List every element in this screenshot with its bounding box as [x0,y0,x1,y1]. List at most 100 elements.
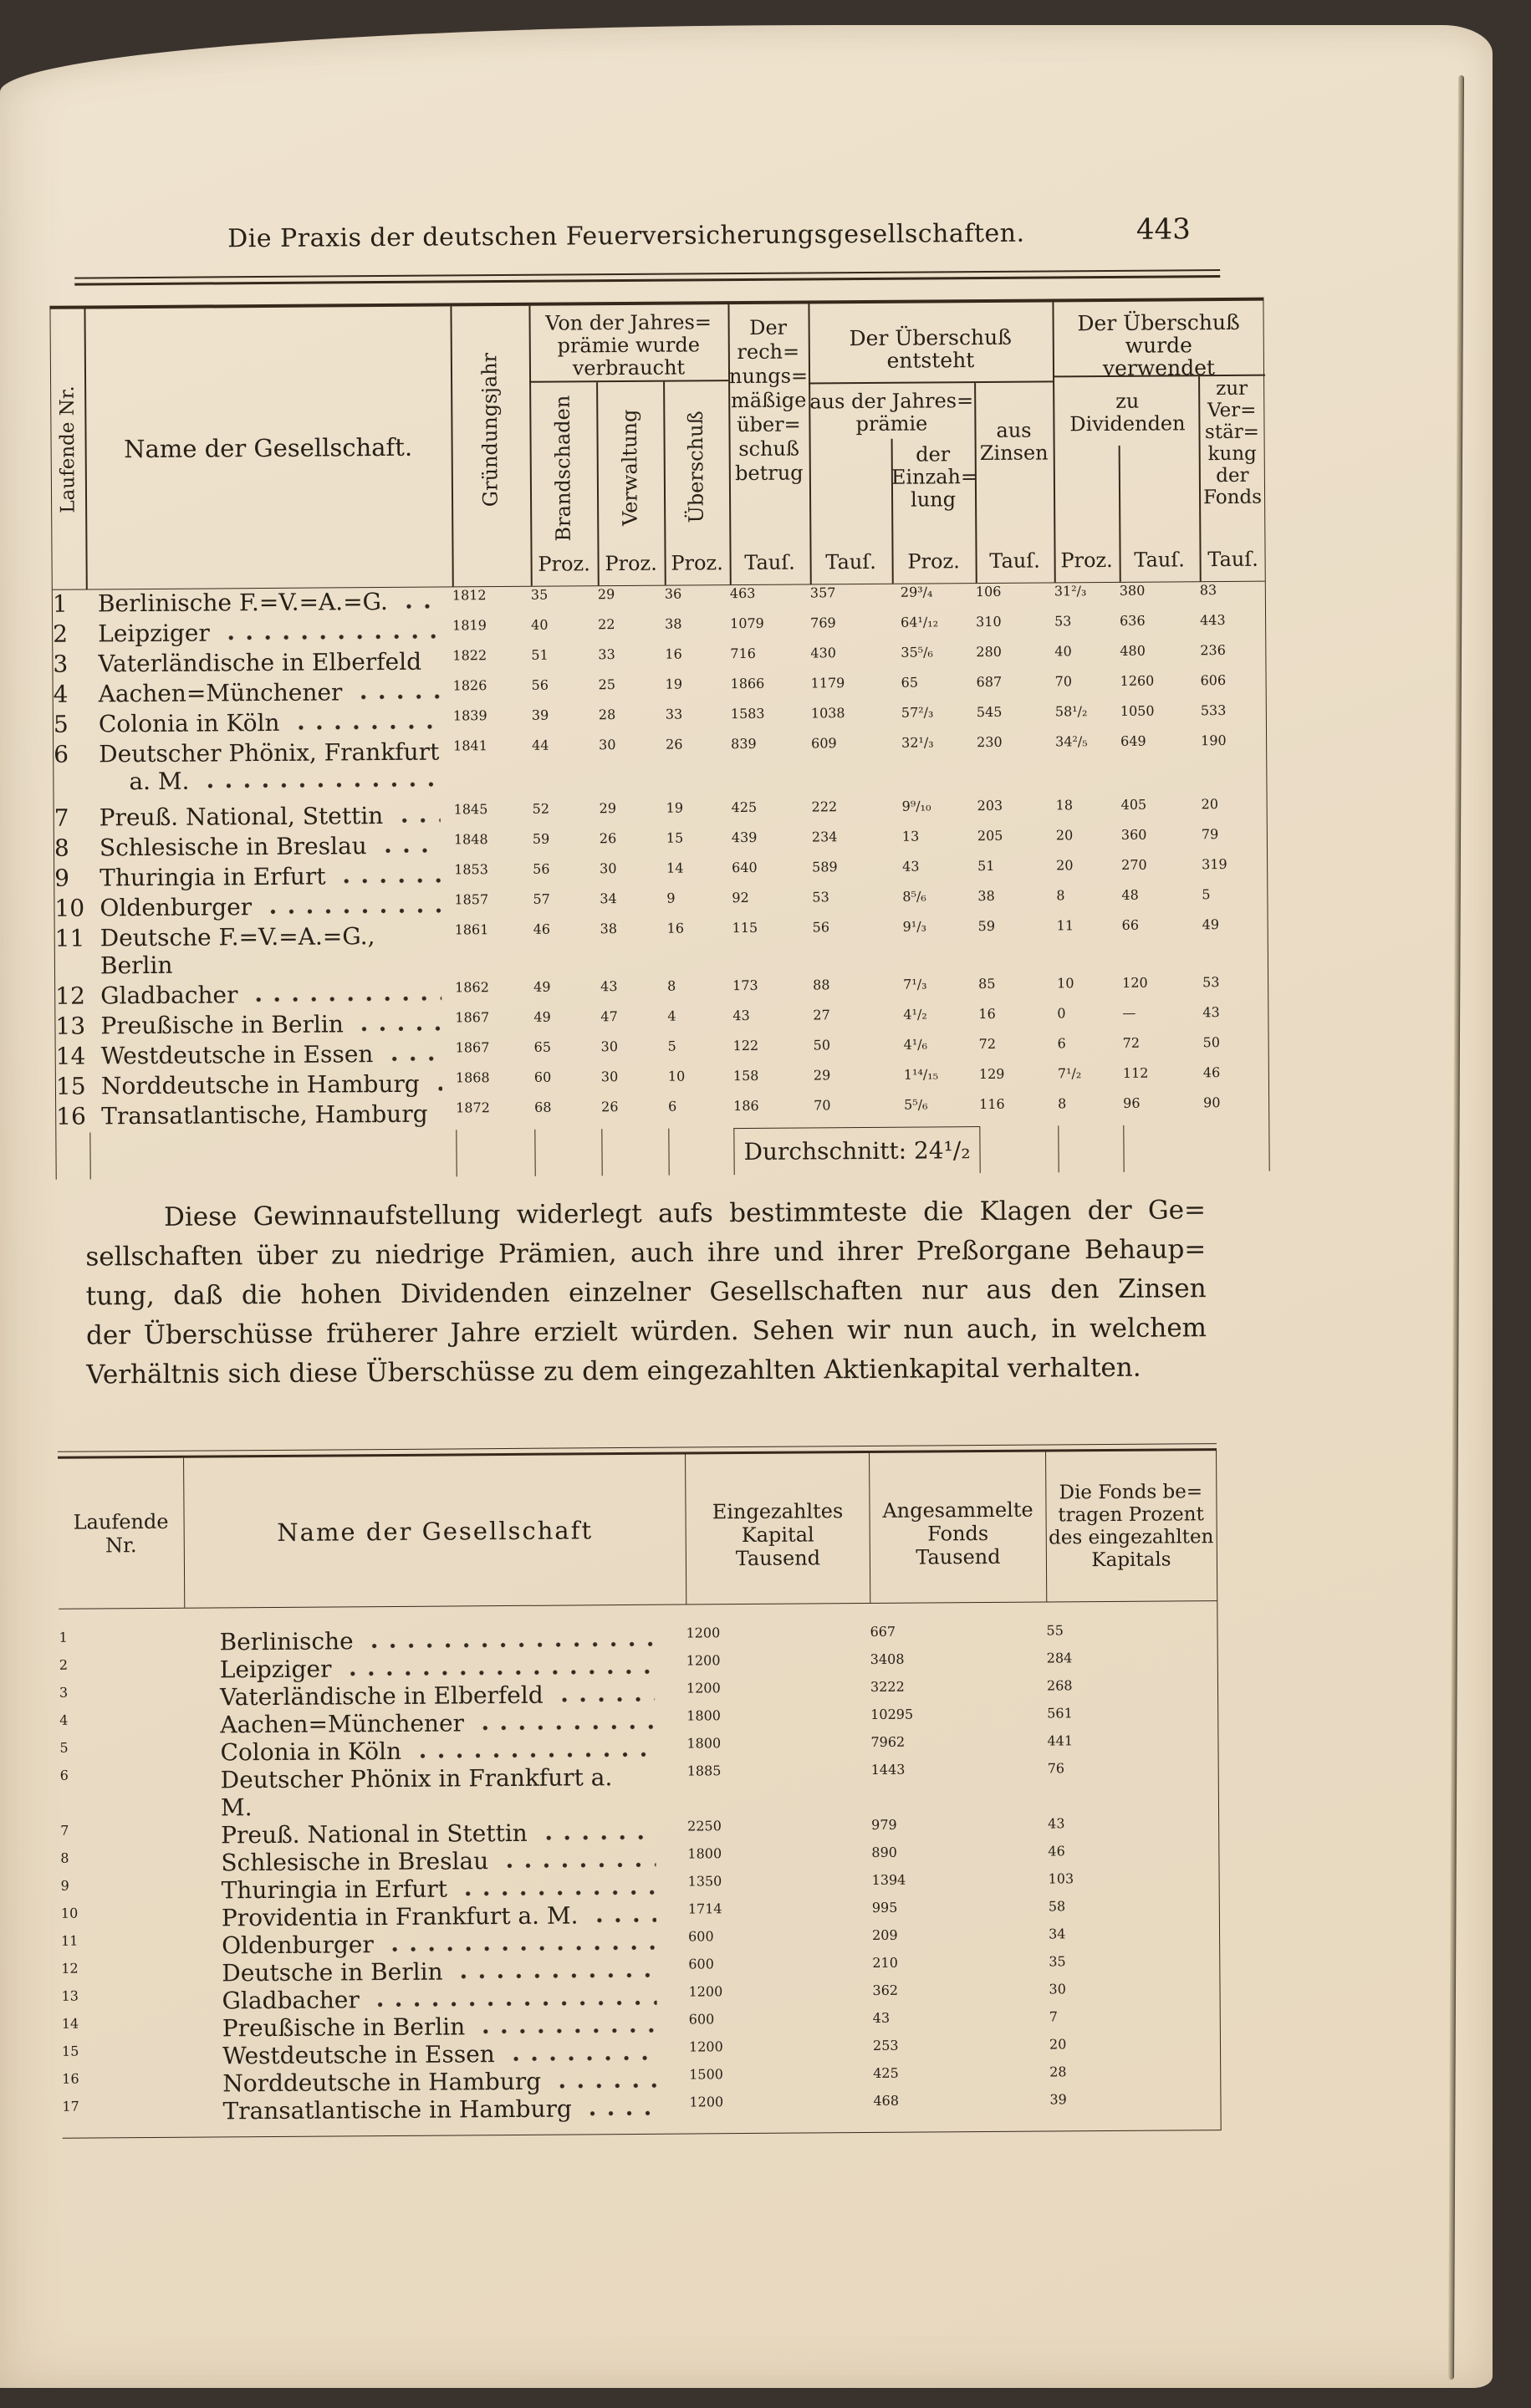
col-gruendungsjahr: Gründungsjahr [477,352,503,507]
einzahlung-proz: 32¹/₃ [901,734,934,751]
capital-table: Laufende Nr. Name der Gesellschaft Einge… [57,1443,1222,2139]
company-name-text: Leipziger [98,619,210,648]
ueberschuss-proz: 6 [668,1098,677,1115]
company-name: Berlinische F.=V.=A.=G. [86,587,452,620]
founding-year: 1848 [453,831,488,848]
founding-year: 1853 [454,861,488,878]
company-name: Schlesische in Breslau [88,831,454,864]
company-name-text: Westdeutsche in Essen [222,2040,495,2070]
col-zu-dividenden: zu Dividenden [1069,389,1186,436]
verwaltung-proz: 30 [600,1038,619,1055]
founding-year: 1857 [454,891,489,908]
verwaltung-proz: 22 [598,616,615,633]
company-name-text: Westdeutsche in Essen [100,1040,374,1070]
fonds-verstaerkung: 5 [1202,886,1211,903]
dot-leader [583,2109,658,2117]
ueberschuss-betrag: 640 [732,859,758,876]
einzahlung-proz: 35⁵/₆ [901,644,933,661]
dividende-taus: 66 [1121,916,1140,933]
einzahlung-proz: 8⁵/₆ [902,888,926,905]
company-name: Leipziger [86,617,452,650]
dividende-proz: 70 [1054,673,1073,690]
company-name: Preußische in Berlin [187,2012,689,2043]
company-name: Transatlantische, Hamburg [89,1099,456,1132]
eingezahltes-kapital: 600 [688,1956,714,1972]
ueberschuss-proz: 26 [666,736,683,752]
group-entsteht: Der Überschuß entsteht [849,324,1012,373]
aus-jahrespraemie: 56 [812,919,830,936]
aus-zinsen: 38 [977,887,995,905]
dot-leader [378,846,441,855]
verwaltung-proz: 26 [599,830,617,847]
dividende-taus: 48 [1121,886,1139,903]
dividende-proz: 7¹/₂ [1057,1065,1082,1082]
company-name-text: Berlinische [219,1627,354,1656]
company-name-text2: a. M. [129,767,190,796]
row-number: 5 [59,1739,69,1756]
empty-cell [668,1128,734,1176]
company-name: Gladbacher [186,1984,688,2015]
brandschaden-proz: 68 [534,1099,552,1115]
fonds-verstaerkung: 190 [1201,732,1227,749]
verwaltung-proz: 38 [600,921,618,937]
company-name-text: Colonia in Köln [220,1737,402,1767]
brandschaden-proz: 49 [533,978,551,995]
fonds-prozent: 35 [1049,1953,1066,1970]
row-number: 9 [60,1877,69,1894]
dot-leader [399,602,439,610]
founding-year: 1845 [453,801,488,818]
row-number: 11 [54,924,85,952]
angesammelte-fonds: 890 [871,1844,897,1860]
company-name-text: Deutsche F.=V.=A.=G., Berlin [100,922,375,980]
fonds-prozent: 268 [1046,1677,1073,1694]
ueberschuss-proz: 16 [666,920,685,936]
paragraph-line: Verhältnis sich diese Überschüsse zu dem… [86,1352,1141,1390]
eingezahltes-kapital: 1350 [687,1873,722,1890]
fonds-prozent: 20 [1049,2036,1067,2053]
dividende-taus: 72 [1122,1034,1141,1051]
aus-zinsen: 230 [977,733,1003,751]
einzahlung-proz: 43 [902,858,920,875]
company-name: Transatlantische in Hamburg [187,2094,689,2125]
aus-jahrespraemie: 234 [811,829,838,845]
fonds-prozent: 43 [1048,1815,1065,1832]
row-number: 8 [54,834,69,862]
verwaltung-proz: 34 [600,890,617,907]
verwaltung-proz: 29 [597,586,615,603]
dot-leader [538,1833,656,1841]
einzahlung-proz: 5⁵/₆ [904,1096,928,1113]
fonds-prozent: 561 [1047,1705,1073,1722]
group-verbraucht: Von der Jahres= prämie wurde verbraucht [545,310,712,380]
founding-year: 1872 [456,1099,490,1116]
company-name-text: Gladbacher [100,981,238,1010]
aus-jahrespraemie: 357 [809,584,836,601]
brandschaden-proz: 65 [533,1038,552,1055]
dividende-proz: 53 [1054,613,1072,630]
dot-leader [385,1054,442,1063]
ueberschuss-proz: 19 [665,676,683,692]
brandschaden-proz: 44 [532,737,549,753]
company-name-text: Preußische in Berlin [100,1010,344,1040]
aus-zinsen: 106 [975,583,1002,600]
fonds-verstaerkung: 90 [1203,1094,1221,1111]
aus-zinsen: 85 [978,975,996,992]
company-name: Vaterländische in Elberfeld [185,1681,686,1712]
row-number: 15 [61,2043,79,2059]
empty-cell [1058,1125,1124,1173]
col-ueberschuss-betrug: Der rech= nungs= mäßige über= schuß betr… [728,315,809,486]
dot-leader [291,722,440,731]
table2-body: 1 Berlinische 1200 667 55 2 Leipziger 1200 3408 2… [59,1601,1221,2139]
company-name: Deutscher Phönix in Frankfurt a. M. [186,1763,687,1822]
fonds-prozent: 30 [1049,1981,1066,1997]
company-name: Deutscher Phönix, Frankfurt a. M. [87,737,454,804]
row-number: 16 [62,2070,79,2087]
brandschaden-proz: 52 [532,800,550,817]
col-aus-zinsen: aus Zinsen [979,418,1049,466]
ueberschuss-betrag: 439 [731,829,758,846]
book-page: Die Praxis der deutschen Feuerversicheru… [0,25,1493,2388]
aus-jahrespraemie: 27 [813,1007,830,1023]
fonds-verstaerkung: 319 [1202,855,1227,873]
aus-jahrespraemie: 769 [810,615,836,631]
col-aus-jahrespraemie: aus der Jahres= prämie [809,389,974,436]
einzahlung-proz: 4¹/₆ [903,1036,928,1053]
